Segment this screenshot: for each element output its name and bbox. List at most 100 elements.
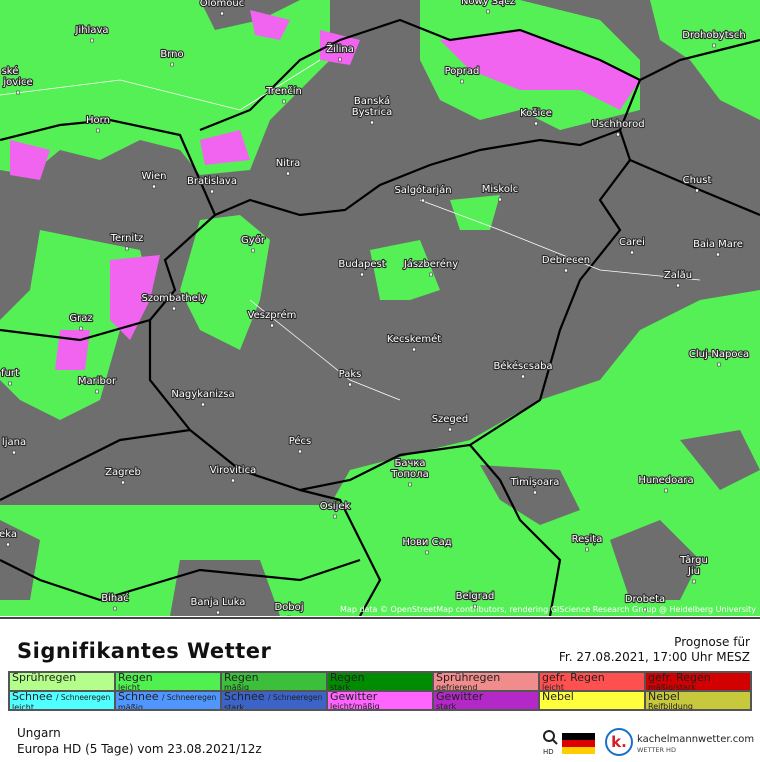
city-label: Szeged bbox=[432, 414, 469, 425]
city-label: Paks bbox=[339, 369, 362, 380]
city-dot bbox=[533, 490, 537, 495]
city-dot bbox=[298, 449, 302, 454]
legend-cell: Sprühregen gefrierend bbox=[433, 672, 539, 691]
city-dot bbox=[251, 248, 255, 253]
city-label: Košice bbox=[520, 107, 552, 119]
city-label: Reșița bbox=[572, 534, 603, 545]
city-label: Veszprém bbox=[248, 309, 297, 321]
city-label: furt bbox=[1, 368, 19, 379]
hd-label[interactable]: HD bbox=[543, 748, 554, 756]
logo: HD k. kachelmannwetter.com WETTER HD bbox=[543, 728, 754, 756]
city-label: Olomouc bbox=[200, 0, 244, 9]
legend-sub: stark bbox=[224, 703, 245, 710]
city-label: Baia Mare bbox=[693, 239, 743, 250]
city-label: Osijek bbox=[320, 501, 351, 512]
city-dot bbox=[8, 79, 12, 84]
legend-extra: / Schneeregen bbox=[268, 693, 323, 702]
city-dot bbox=[664, 488, 668, 493]
legend-label: Sprühregen bbox=[12, 672, 77, 684]
legend-cell: Schnee / Schneeregen leicht bbox=[9, 691, 115, 710]
city-label: Békéscsaba bbox=[493, 360, 552, 372]
city-dot bbox=[79, 326, 83, 331]
city-dot bbox=[712, 43, 716, 48]
legend-cell: Gewitter stark bbox=[433, 691, 539, 710]
legend-label: Nebel bbox=[648, 691, 680, 703]
city-label: Belgrad bbox=[456, 591, 495, 602]
city-dot bbox=[216, 610, 220, 615]
city-dot bbox=[90, 38, 94, 43]
city-dot bbox=[412, 347, 416, 352]
legend-sub: leicht/mäßig bbox=[330, 702, 380, 710]
city-dot bbox=[286, 171, 290, 176]
legend-sub: gefrierend bbox=[436, 683, 478, 691]
city-dot bbox=[486, 9, 490, 14]
city-label: Bihać bbox=[101, 592, 129, 604]
city-label: Bratislava bbox=[187, 176, 237, 187]
weather-map: Map data © OpenStreetMap contributors, r… bbox=[0, 0, 760, 616]
site-sub: WETTER HD bbox=[637, 746, 676, 754]
city-label: Budapest bbox=[338, 259, 385, 270]
city-label: Нови Сад bbox=[402, 537, 451, 548]
legend-sub: mäßig bbox=[224, 683, 250, 691]
legend-label: Schnee bbox=[224, 691, 265, 703]
city-dot bbox=[348, 382, 352, 387]
city-label: Jászberény bbox=[403, 258, 458, 270]
city-dot bbox=[521, 374, 525, 379]
legend-sub: mäßig/stark bbox=[648, 683, 696, 691]
city-label: Nagykanizsa bbox=[171, 389, 234, 400]
legend-sub: leicht bbox=[118, 683, 140, 691]
legend-label: Regen bbox=[224, 672, 259, 684]
legend-label: Gewitter bbox=[330, 691, 378, 703]
city-dot bbox=[692, 568, 696, 573]
city-label: Hunedoara bbox=[638, 475, 693, 486]
city-label: Miskolc bbox=[482, 184, 518, 195]
city-label: Carei bbox=[619, 237, 645, 248]
city-dot bbox=[473, 604, 477, 609]
city-label: Salgótarján bbox=[394, 184, 451, 196]
city-dot bbox=[692, 579, 696, 584]
city-dot bbox=[717, 362, 721, 367]
legend-extra: / Schneeregen bbox=[162, 693, 217, 702]
footer: Ungarn Europa HD (5 Tage) vom 23.08.2021… bbox=[17, 725, 262, 757]
legend-cell: gefr. Regen leicht bbox=[539, 672, 645, 691]
city-label: Drohobytsch bbox=[682, 30, 745, 41]
city-dot bbox=[96, 128, 100, 133]
legend-label: Schnee bbox=[118, 691, 159, 703]
legend-sub: stark bbox=[436, 702, 457, 710]
city-label: ské bbox=[2, 65, 19, 77]
site-name[interactable]: kachelmannwetter.com bbox=[637, 734, 754, 745]
model-run: Europa HD (5 Tage) vom 23.08.2021/12z bbox=[17, 742, 262, 756]
legend-cell: gefr. Regen mäßig/stark bbox=[645, 672, 751, 691]
city-label: Doboj bbox=[274, 602, 303, 613]
city-label: Banja Luka bbox=[191, 597, 246, 608]
city-dot bbox=[333, 514, 337, 519]
city-label: Chust bbox=[683, 175, 712, 186]
city-dot bbox=[201, 402, 205, 407]
legend-sub: Reifbildung bbox=[648, 702, 693, 710]
city-dot bbox=[429, 272, 433, 277]
legend-sub: mäßig bbox=[118, 703, 144, 710]
city-label: Nowy Sącz bbox=[461, 0, 515, 7]
city-label: jovice bbox=[2, 77, 32, 88]
city-label: Бачка bbox=[394, 458, 425, 469]
city-dot bbox=[460, 79, 464, 84]
city-dot bbox=[630, 250, 634, 255]
city-label: Győr bbox=[241, 234, 266, 246]
city-dot bbox=[170, 62, 174, 67]
city-label: Trenčín bbox=[265, 85, 302, 97]
city-label: eka bbox=[0, 529, 17, 540]
city-dot bbox=[95, 389, 99, 394]
legend-extra: / Schneeregen bbox=[56, 693, 111, 702]
legend-cell: Schnee / Schneeregen stark bbox=[221, 691, 327, 710]
forecast: Prognose für Fr. 27.08.2021, 17:00 Uhr M… bbox=[559, 635, 750, 665]
city-label: Cluj-Napoca bbox=[689, 349, 749, 360]
city-dot bbox=[408, 471, 412, 476]
city-label: Zalău bbox=[664, 270, 692, 281]
legend-sub: leicht bbox=[12, 703, 34, 710]
city-dot bbox=[448, 427, 452, 432]
city-dot bbox=[16, 90, 20, 95]
legend-label: Nebel bbox=[542, 691, 574, 703]
city-label: Târgu bbox=[679, 554, 708, 566]
legend-cell: Regen leicht bbox=[115, 672, 221, 691]
